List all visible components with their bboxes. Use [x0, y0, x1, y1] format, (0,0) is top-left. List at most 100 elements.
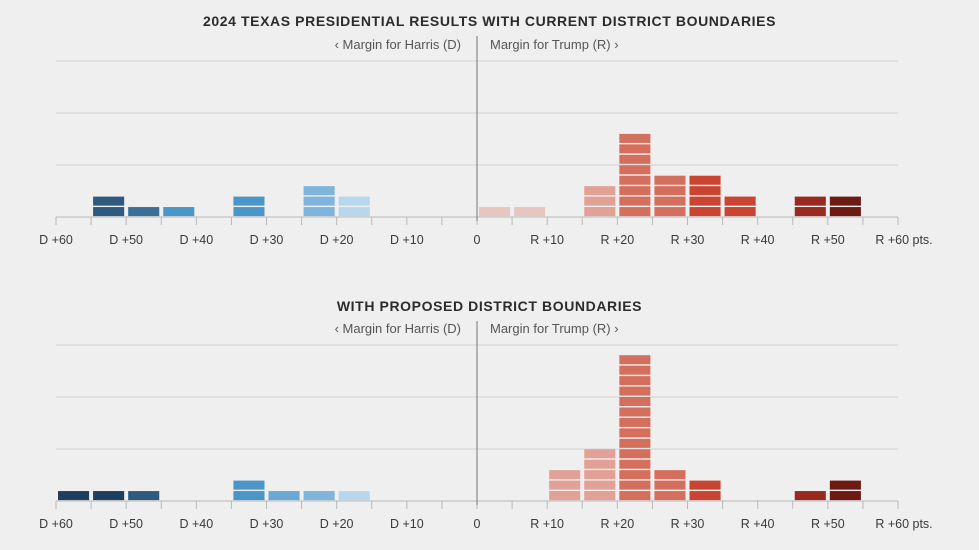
district-block [619, 207, 651, 217]
district-block [584, 491, 616, 501]
district-block [549, 470, 581, 480]
histogram-bar [268, 491, 300, 501]
histogram-bar [794, 196, 826, 217]
tick-label: R +40 [741, 517, 775, 531]
district-block [619, 386, 651, 396]
district-block [619, 133, 651, 143]
histogram-bar [584, 449, 616, 501]
current-boundaries-panel: 2024 TEXAS PRESIDENTIAL RESULTS WITH CUR… [0, 0, 979, 270]
histogram-bar [163, 207, 195, 217]
tick-label: D +10 [390, 233, 424, 247]
district-block [829, 491, 861, 501]
district-block [794, 207, 826, 217]
histogram-bar [128, 491, 160, 501]
district-block [689, 480, 721, 490]
district-block [689, 196, 721, 206]
tick-label: D +40 [179, 517, 213, 531]
histogram-bar [338, 196, 370, 217]
district-block [619, 438, 651, 448]
district-block [58, 491, 90, 501]
district-block [619, 470, 651, 480]
district-block [163, 207, 195, 217]
district-block [584, 480, 616, 490]
tick-label: R +50 [811, 233, 845, 247]
tick-label: D +40 [179, 233, 213, 247]
tick-label: 0 [474, 517, 481, 531]
histogram-bar [128, 207, 160, 217]
histogram-bar [93, 491, 125, 501]
histogram-bar [514, 207, 546, 217]
histogram-bar [689, 480, 721, 501]
histogram-bar [303, 491, 335, 501]
histogram-bar [619, 133, 651, 217]
district-block [619, 459, 651, 469]
district-block [128, 491, 160, 501]
histogram-bar [549, 470, 581, 501]
district-block [233, 196, 265, 206]
histogram-current: D +60 D +50 D +40 D +30 D +20 D +10 0 R +10 R +2… [39, 36, 933, 247]
district-block [619, 186, 651, 196]
district-block [619, 417, 651, 427]
district-block [584, 459, 616, 469]
district-block [268, 491, 300, 501]
histogram-bar [794, 491, 826, 501]
tick-label: R +40 [741, 233, 775, 247]
district-block [654, 480, 686, 490]
district-block [233, 480, 265, 490]
district-block [689, 175, 721, 185]
harris-margin-label: ‹ Margin for Harris (D) [334, 321, 461, 336]
district-block [654, 207, 686, 217]
histogram-bar [338, 491, 370, 501]
district-block [619, 196, 651, 206]
tick-label: R +10 [530, 233, 564, 247]
district-block [724, 196, 756, 206]
district-block [619, 397, 651, 407]
histogram-bar [233, 196, 265, 217]
district-block [689, 491, 721, 501]
tick-label: D +50 [109, 233, 143, 247]
district-block [93, 491, 125, 501]
histogram-bar [93, 196, 125, 217]
trump-margin-label: Margin for Trump (R) › [490, 321, 619, 336]
district-block [584, 470, 616, 480]
district-block [619, 428, 651, 438]
histogram-bar [689, 175, 721, 217]
district-block [619, 491, 651, 501]
district-block [619, 480, 651, 490]
histogram-bar [584, 186, 616, 217]
district-block [338, 207, 370, 217]
tick-label: R +60 pts. [875, 233, 932, 247]
histogram-bar [724, 196, 756, 217]
district-block [479, 207, 511, 217]
district-block [619, 144, 651, 154]
district-block [829, 207, 861, 217]
histogram-bar [58, 491, 90, 501]
district-block [93, 207, 125, 217]
district-block [794, 196, 826, 206]
district-block [654, 470, 686, 480]
district-block [584, 196, 616, 206]
district-block [584, 449, 616, 459]
tick-label: D +20 [320, 233, 354, 247]
district-block [619, 175, 651, 185]
histogram-bar [829, 196, 861, 217]
harris-margin-label: ‹ Margin for Harris (D) [334, 37, 461, 52]
tick-label: R +30 [671, 233, 705, 247]
histogram-bar [479, 207, 511, 217]
district-block [303, 196, 335, 206]
district-block [93, 196, 125, 206]
district-block [233, 207, 265, 217]
district-block [794, 491, 826, 501]
tick-label: R +20 [600, 517, 634, 531]
tick-label: D +20 [320, 517, 354, 531]
district-block [829, 196, 861, 206]
tick-label: R +50 [811, 517, 845, 531]
histogram-proposed: D +60 D +50 D +40 D +30 D +20 D +10 0 R +10 R +2… [39, 321, 933, 531]
district-block [338, 491, 370, 501]
histogram-bar [654, 175, 686, 217]
histogram-bar [654, 470, 686, 501]
district-block [619, 407, 651, 417]
tick-label: D +60 [39, 233, 73, 247]
histogram-bar [303, 186, 335, 217]
tick-label: D +10 [390, 517, 424, 531]
